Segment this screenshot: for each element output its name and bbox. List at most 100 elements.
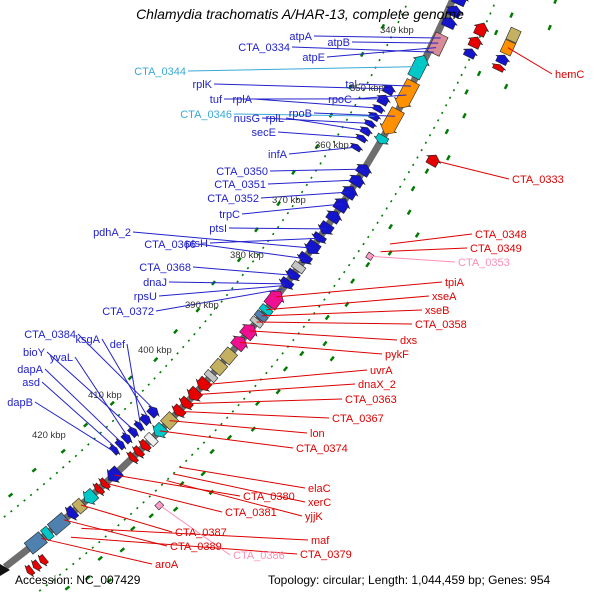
gene-label[interactable]: maf xyxy=(311,535,330,547)
gene-arrow[interactable] xyxy=(218,346,239,366)
gene-label[interactable]: CTA_0384 xyxy=(24,329,76,341)
gene-arrow[interactable] xyxy=(393,78,421,109)
gene-label[interactable]: rplA xyxy=(232,94,252,106)
gene-arrow[interactable] xyxy=(340,186,359,201)
gene-arrow[interactable] xyxy=(178,395,194,411)
gene-label[interactable]: dapB xyxy=(7,397,33,409)
gene-label[interactable]: trpC xyxy=(219,209,240,221)
gene-arrow[interactable] xyxy=(146,405,160,419)
gene-label[interactable]: CTA_0363 xyxy=(345,394,397,406)
gene-label[interactable]: CTA_0358 xyxy=(415,319,467,331)
gene-label[interactable]: ptsH xyxy=(185,238,208,250)
gene-label[interactable]: atpB xyxy=(327,37,350,49)
gene-arrow[interactable] xyxy=(290,260,307,275)
gene-label[interactable]: CTA_0374 xyxy=(296,443,348,455)
gene-arrow[interactable] xyxy=(71,497,88,515)
gene-arrow[interactable] xyxy=(311,231,327,244)
gene-arrow[interactable] xyxy=(186,385,204,402)
gene-arrow[interactable] xyxy=(106,465,124,483)
gene-label[interactable]: CTA_0333 xyxy=(512,174,564,186)
gene-label[interactable]: rpsU xyxy=(134,291,157,303)
gene-label[interactable]: atpE xyxy=(302,52,325,64)
gene-arrow[interactable] xyxy=(350,142,363,153)
gene-arrow[interactable] xyxy=(263,290,285,311)
gene-arrow[interactable] xyxy=(407,55,430,81)
gene-label[interactable]: yjjK xyxy=(305,511,323,523)
gene-label[interactable]: CTA_0387 xyxy=(175,527,227,539)
gene-label[interactable]: rpoC xyxy=(328,94,352,106)
gene-label[interactable]: pdhA_2 xyxy=(93,227,131,239)
gene-arrow[interactable] xyxy=(304,238,322,255)
gene-label[interactable]: tuf xyxy=(210,94,223,106)
gene-label[interactable]: rpoB xyxy=(289,108,312,120)
gene-label[interactable]: CTA_0353 xyxy=(458,257,510,269)
gene-arrow[interactable] xyxy=(426,31,449,57)
gene-arrow[interactable] xyxy=(359,126,373,137)
gene-arrow[interactable] xyxy=(160,411,180,431)
gene-arrow[interactable] xyxy=(154,500,165,511)
gene-arrow[interactable] xyxy=(425,154,442,168)
gene-arrow[interactable] xyxy=(253,309,269,324)
gene-arrow[interactable] xyxy=(132,445,146,459)
gene-label[interactable]: CTA_0352 xyxy=(207,193,259,205)
gene-label[interactable]: ptsI xyxy=(209,223,227,235)
gene-arrow[interactable] xyxy=(46,512,71,536)
gene-label[interactable]: rplK xyxy=(192,79,212,91)
gene-arrow[interactable] xyxy=(126,451,140,465)
gene-label[interactable]: CTA_0372 xyxy=(102,306,154,318)
gene-label[interactable]: atpA xyxy=(289,31,312,43)
gene-label[interactable]: CTA_0351 xyxy=(214,179,266,191)
gene-label[interactable]: elaC xyxy=(308,483,331,495)
gene-label[interactable]: infA xyxy=(268,149,288,161)
gene-arrow[interactable] xyxy=(495,54,510,66)
gene-arrow[interactable] xyxy=(373,132,390,145)
gene-arrow[interactable] xyxy=(367,111,382,123)
gene-label[interactable]: tpiA xyxy=(445,277,465,289)
gene-arrow[interactable] xyxy=(381,84,396,97)
gene-label[interactable]: uvrA xyxy=(370,365,393,377)
gene-arrow[interactable] xyxy=(230,335,249,353)
gene-arrow[interactable] xyxy=(445,5,463,19)
gene-arrow[interactable] xyxy=(152,421,169,439)
gene-arrow[interactable] xyxy=(372,104,386,115)
gene-label[interactable]: dnaJ xyxy=(143,277,167,289)
gene-label[interactable]: hemC xyxy=(555,69,584,81)
gene-arrow[interactable] xyxy=(37,553,49,567)
gene-label[interactable]: CTA_0379 xyxy=(300,549,352,561)
gene-arrow[interactable] xyxy=(450,0,470,8)
gene-arrow[interactable] xyxy=(462,48,478,60)
gene-label[interactable]: asd xyxy=(22,377,40,389)
gene-arrow[interactable] xyxy=(65,505,80,521)
gene-arrow[interactable] xyxy=(195,375,213,392)
gene-label[interactable]: CTA_0350 xyxy=(216,166,268,178)
gene-arrow[interactable] xyxy=(209,357,229,377)
gene-label[interactable]: CTA_0348 xyxy=(475,229,527,241)
gene-label[interactable]: tal xyxy=(345,79,357,91)
gene-label[interactable]: CTA_0381 xyxy=(225,507,277,519)
gene-arrow[interactable] xyxy=(467,36,484,50)
gene-label[interactable]: dxs xyxy=(400,335,418,347)
gene-label[interactable]: dapA xyxy=(17,364,43,376)
gene-label[interactable]: CTA_0334 xyxy=(238,42,290,54)
gene-arrow[interactable] xyxy=(138,413,152,427)
gene-label[interactable]: bioY xyxy=(23,347,46,359)
gene-label[interactable]: ksgA xyxy=(76,334,101,346)
gene-label[interactable]: CTA_0367 xyxy=(332,413,384,425)
gene-label[interactable]: xseA xyxy=(432,291,457,303)
gene-arrow[interactable] xyxy=(127,426,140,439)
gene-label[interactable]: CTA_0346 xyxy=(180,109,232,121)
gene-arrow[interactable] xyxy=(92,482,106,496)
gene-arrow[interactable] xyxy=(239,324,258,342)
gene-arrow[interactable] xyxy=(376,94,391,107)
gene-label[interactable]: rplL xyxy=(266,113,284,125)
gene-arrow[interactable] xyxy=(278,276,295,290)
gene-arrow[interactable] xyxy=(258,303,274,318)
gene-arrow[interactable] xyxy=(505,26,522,44)
gene-label[interactable]: nusG xyxy=(234,113,260,125)
gene-arrow[interactable] xyxy=(31,559,43,572)
gene-arrow[interactable] xyxy=(363,119,377,129)
gene-arrow[interactable] xyxy=(23,531,48,555)
gene-arrow[interactable] xyxy=(355,133,369,144)
gene-label[interactable]: xseB xyxy=(425,305,449,317)
gene-label[interactable]: xerC xyxy=(308,497,331,509)
